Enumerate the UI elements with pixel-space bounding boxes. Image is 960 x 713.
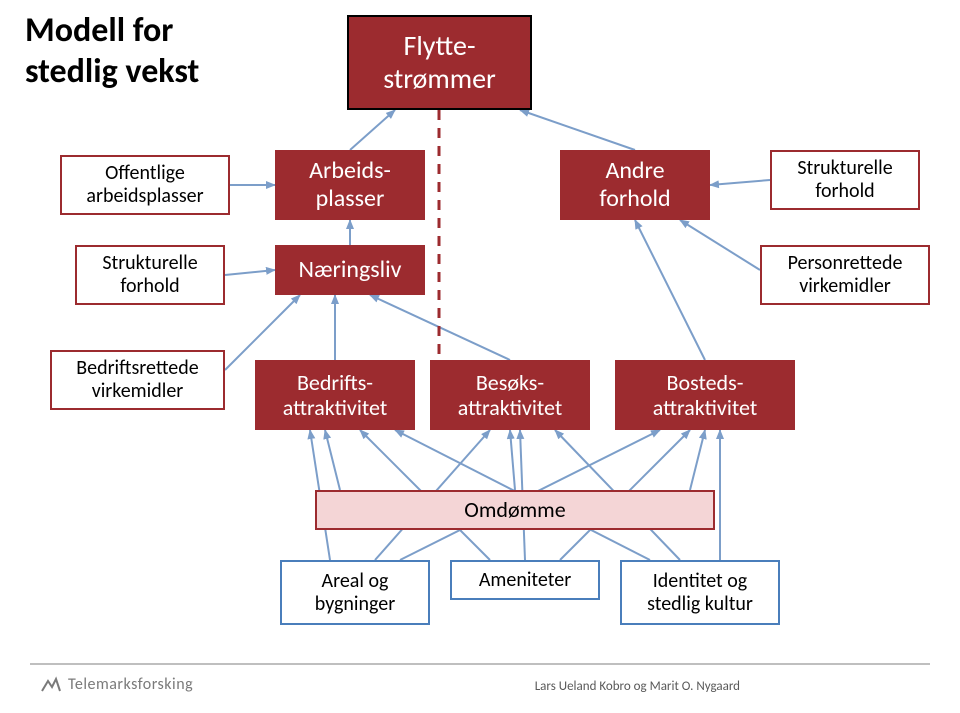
- box-strukt_l: Strukturelleforhold: [75, 245, 225, 305]
- box-offentlige: Offentligearbeidsplasser: [60, 155, 230, 215]
- footer-logo: Telemarksforsking: [40, 673, 193, 695]
- arrow-omdomme-to-bosted: [690, 430, 705, 490]
- arrow-andre-to-flytte: [520, 110, 635, 150]
- arrow-strukt_r-to-andre: [710, 180, 770, 185]
- box-label-areal: Areal ogbygninger: [315, 570, 395, 616]
- footer: Telemarksforsking Lars Ueland Kobro og M…: [0, 663, 960, 713]
- box-strukt_r: Strukturelleforhold: [770, 150, 920, 210]
- arrow-omdomme-to-besok: [510, 430, 515, 490]
- box-andre: Andreforhold: [560, 150, 710, 220]
- box-label-bosted: Bosteds-attraktivitet: [653, 370, 758, 421]
- box-amenit: Ameniteter: [450, 560, 600, 600]
- box-bedrift_a: Bedrifts-attraktivitet: [255, 360, 415, 430]
- arrow-person-to-andre: [680, 220, 760, 270]
- box-person: Personrettedevirkemidler: [760, 245, 930, 305]
- box-areal: Areal ogbygninger: [280, 560, 430, 625]
- box-bedrift_v: Bedriftsrettedevirkemidler: [50, 350, 225, 410]
- box-label-bedrift_v: Bedriftsrettedevirkemidler: [76, 357, 198, 403]
- box-label-andre: Andreforhold: [599, 157, 670, 212]
- box-label-strukt_l: Strukturelleforhold: [102, 252, 197, 298]
- box-flytte: Flytte-strømmer: [347, 15, 532, 110]
- logo-text: Telemarksforsking: [68, 675, 193, 694]
- box-label-offentlige: Offentligearbeidsplasser: [86, 162, 203, 208]
- arrow-strukt_l-to-narings: [225, 270, 275, 275]
- arrow-bedrift_v-to-narings: [225, 295, 300, 370]
- arrow-arbeids-to-flytte: [350, 110, 395, 150]
- logo-icon: [40, 673, 62, 695]
- box-label-flytte: Flytte-strømmer: [383, 30, 496, 94]
- box-label-narings: Næringsliv: [298, 256, 401, 284]
- arrow-omdomme-to-bedrift_a: [325, 430, 340, 490]
- footer-divider: [30, 663, 930, 665]
- box-identitet: Identitet ogstedlig kultur: [620, 560, 780, 625]
- footer-credit: Lars Ueland Kobro og Marit O. Nygaard: [535, 679, 740, 694]
- box-label-strukt_r: Strukturelleforhold: [797, 157, 892, 203]
- box-label-person: Personrettedevirkemidler: [788, 252, 903, 298]
- box-label-identitet: Identitet ogstedlig kultur: [647, 570, 753, 616]
- box-arbeids: Arbeids-plasser: [275, 150, 425, 220]
- box-besok: Besøks-attraktivitet: [430, 360, 590, 430]
- box-label-besok: Besøks-attraktivitet: [458, 370, 563, 421]
- box-label-bedrift_a: Bedrifts-attraktivitet: [283, 370, 388, 421]
- box-label-amenit: Ameniteter: [479, 569, 571, 592]
- box-label-arbeids: Arbeids-plasser: [309, 157, 391, 212]
- box-narings: Næringsliv: [275, 245, 425, 295]
- box-label-omdomme: Omdømme: [464, 497, 565, 522]
- box-bosted: Bosteds-attraktivitet: [615, 360, 795, 430]
- arrow-bosted-to-andre: [635, 220, 705, 360]
- box-omdomme: Omdømme: [315, 490, 715, 530]
